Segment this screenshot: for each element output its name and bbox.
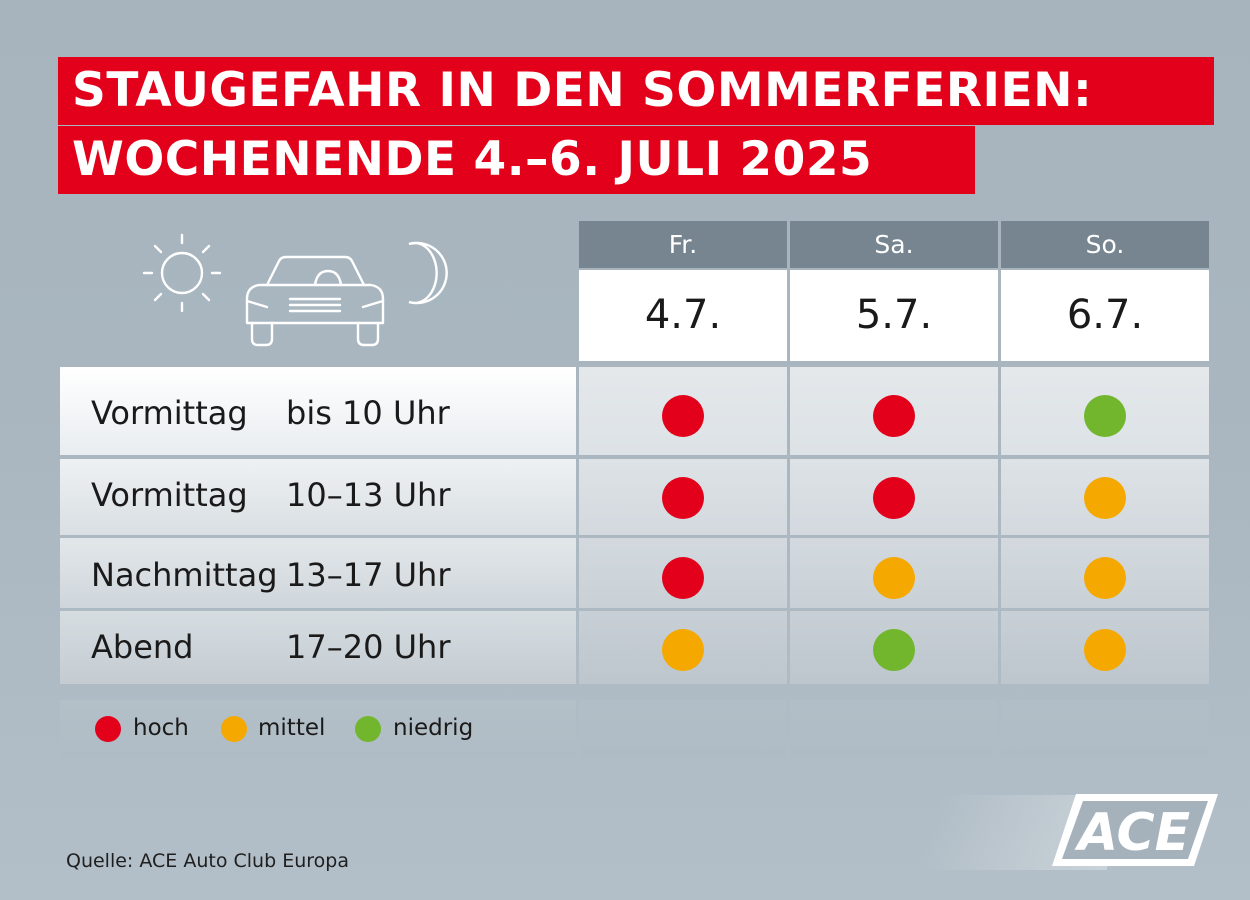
legend-row-bg-fr (579, 700, 787, 758)
row-period: Abend (91, 628, 194, 666)
legend-row-bg-sa (790, 700, 998, 758)
day-date-fr: 4.7. (579, 270, 787, 361)
day-header-sa: Sa. (790, 221, 998, 268)
ace-logo: ACE (1052, 794, 1218, 866)
row-label: Abend 17–20 Uhr (60, 611, 576, 684)
title-line-2: WOCHENENDE 4.–6. JULI 2025 (58, 126, 975, 194)
ace-logo-text: ACE (1074, 803, 1190, 863)
source-note: Quelle: ACE Auto Club Europa (66, 850, 349, 872)
traffic-cell (1001, 538, 1209, 608)
traffic-cell (579, 459, 787, 535)
row-time: bis 10 Uhr (286, 394, 450, 432)
legend-row-bg-so (1001, 700, 1209, 758)
car-icon (245, 255, 385, 347)
title-line-1: STAUGEFAHR IN DEN SOMMERFERIEN: (58, 57, 1214, 125)
traffic-cell (579, 538, 787, 608)
level-dot-hoch (662, 477, 704, 519)
legend-label-hoch: hoch (133, 715, 189, 741)
level-dot-hoch (873, 395, 915, 437)
traffic-cell (579, 611, 787, 684)
level-dot-mittel (1084, 629, 1126, 671)
row-time: 17–20 Uhr (286, 628, 451, 666)
level-dot-mittel (662, 629, 704, 671)
row-label: Nachmittag 13–17 Uhr (60, 538, 576, 608)
legend-label-niedrig: niedrig (393, 715, 474, 741)
level-dot-hoch (873, 477, 915, 519)
moon-icon (408, 241, 448, 305)
level-dot-hoch (662, 395, 704, 437)
traffic-cell (790, 459, 998, 535)
row-label: Vormittag bis 10 Uhr (60, 367, 576, 455)
legend-dot-mittel (221, 716, 247, 742)
row-label: Vormittag 10–13 Uhr (60, 459, 576, 535)
level-dot-mittel (1084, 477, 1126, 519)
row-period: Vormittag (91, 476, 248, 514)
day-header-so: So. (1001, 221, 1209, 268)
level-dot-niedrig (1084, 395, 1126, 437)
level-dot-mittel (1084, 557, 1126, 599)
sun-icon (142, 233, 222, 313)
legend-label-mittel: mittel (258, 715, 326, 741)
traffic-cell (1001, 459, 1209, 535)
row-time: 13–17 Uhr (286, 556, 451, 594)
traffic-cell (790, 611, 998, 684)
row-time: 10–13 Uhr (286, 476, 451, 514)
day-night-icons (142, 233, 448, 347)
day-date-sa: 5.7. (790, 270, 998, 361)
legend-dot-hoch (95, 716, 121, 742)
level-dot-mittel (873, 557, 915, 599)
traffic-cell (579, 367, 787, 455)
day-date-so: 6.7. (1001, 270, 1209, 361)
traffic-cell (1001, 611, 1209, 684)
traffic-cell (1001, 367, 1209, 455)
level-dot-niedrig (873, 629, 915, 671)
legend-dot-niedrig (355, 716, 381, 742)
row-period: Nachmittag (91, 556, 278, 594)
day-header-fr: Fr. (579, 221, 787, 268)
legend: hoch mittel niedrig (60, 700, 576, 758)
traffic-cell (790, 367, 998, 455)
level-dot-hoch (662, 557, 704, 599)
traffic-cell (790, 538, 998, 608)
row-period: Vormittag (91, 394, 248, 432)
